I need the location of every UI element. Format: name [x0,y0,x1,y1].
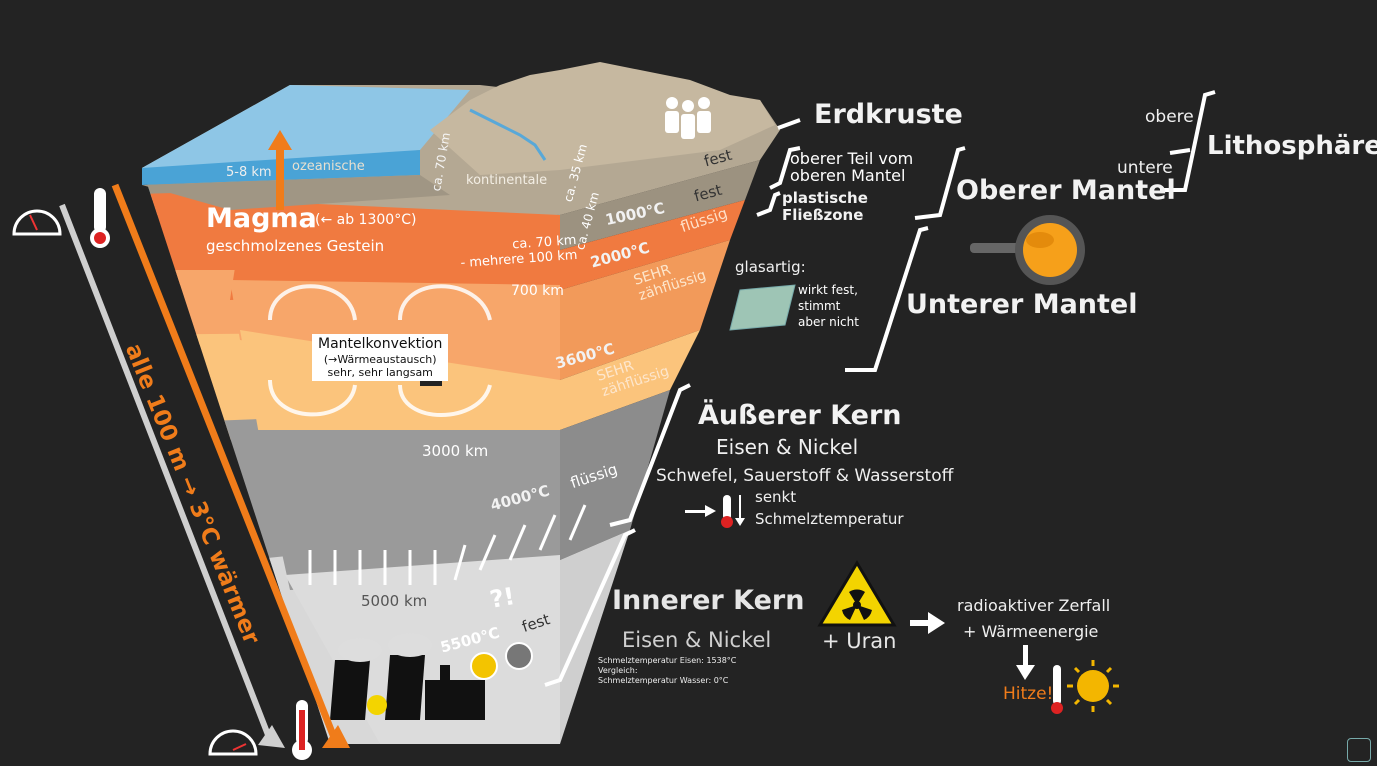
upper-part-label: oberer Teil vom oberen Mantel [790,149,914,185]
lower-mantle-label: Unterer Mantel [906,289,1138,320]
glass-note: wirkt fest, stimmt aber nicht [798,283,859,330]
inner-core-note-3: Schmelztemperatur Wasser: 0°C [598,676,729,685]
arrow-right-icon [685,505,1035,680]
decay-label-1: radioaktiver Zerfall [957,596,1111,615]
convection-line3: sehr, sehr langsam [327,365,433,379]
convection-box: Mantelkonvektion (→Wärmeaustausch) sehr,… [312,334,449,382]
radiation-warning-icon [817,560,897,627]
decay-label-2: + Wärmeenergie [963,622,1099,641]
magma-temp-note: (← ab 1300°C) [315,212,417,228]
crust-surface [142,62,780,215]
inner-core-sub: Eisen & Nickel [622,628,772,652]
melt-label-1: senkt [755,488,797,506]
inner-core-label: Innerer Kern [612,585,805,616]
oceanic-thickness-label: 5-8 km [226,165,272,180]
speedometer-icon [208,729,258,756]
core-badges [470,642,533,680]
speedometer-icon [12,209,62,236]
upper-mantle-label: Oberer Mantel [956,175,1176,206]
outer-core-label: Äußerer Kern [698,400,902,431]
convection-title: Mantelkonvektion [318,336,443,352]
brackets [544,90,1216,687]
continental-label: kontinentale [466,173,548,188]
heat-label: Hitze! [1003,684,1054,704]
thermometer-icon [90,188,110,248]
plastic-zone-label: plastische Fließzone [782,189,868,224]
outer-core-sub: Eisen & Nickel [716,435,859,459]
corner-logo-icon [1347,738,1371,762]
lith-lower-label: untere [1117,158,1173,178]
crust-label: Erdkruste [814,99,963,130]
thermometer-icon [292,700,312,760]
sun-icon [1067,660,1119,712]
glass-plate-icon [729,284,796,331]
thermometer-icon [721,495,745,528]
depth-5000-label: 5000 km [361,592,428,610]
uranium-label: + Uran [822,629,897,653]
glass-title: glasartig: [735,258,806,276]
depth-3000-label: 3000 km [422,442,489,460]
pan-icon [970,215,1085,285]
power-plant-icon [330,633,485,720]
convection-line2: (→Wärmeaustausch) [323,352,437,366]
inner-core-mystery: ?! [487,582,517,614]
mountains [430,62,775,175]
thermometer-icon [1051,665,1063,714]
oceanic-label: ozeanische [292,159,365,174]
pressure-arrows [308,504,587,585]
magma-title: Magma [206,203,317,234]
inner-core-note-1: Schmelztemperatur Eisen: 1538°C [598,656,737,665]
lithosphere-label: Lithosphäre [1207,131,1377,161]
gradient-arrows [59,183,350,748]
magma-rise-arrow [268,130,292,210]
convection-arrows [268,284,492,417]
inner-core-note-2: Vergleich: [598,666,638,675]
melt-label-2: Schmelztemperatur [755,510,904,528]
lith-upper-label: obere [1145,107,1194,127]
depth-700-label: 700 km [511,283,564,299]
people-icon [665,97,711,139]
outer-core-extra: Schwefel, Sauerstoff & Wasserstoff [656,466,954,486]
magma-subtitle: geschmolzenes Gestein [206,237,385,255]
